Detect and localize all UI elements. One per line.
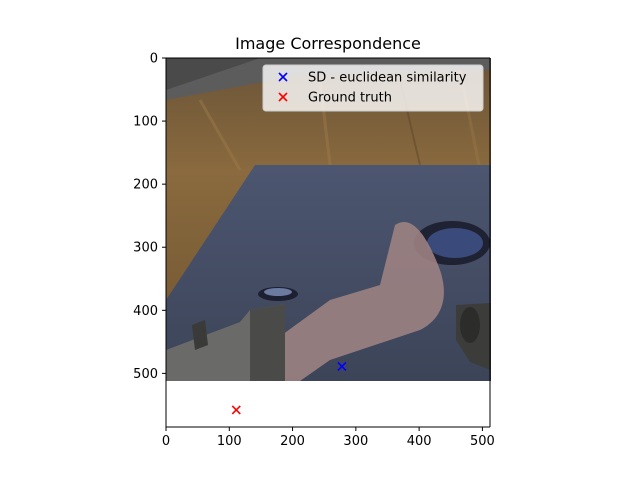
y-tick-label: 0 [150, 52, 158, 67]
background-image [166, 58, 491, 381]
axes-spines [165, 57, 491, 428]
point-series-1 [231, 405, 241, 415]
x-tick-label: 100 [217, 434, 242, 449]
y-tick-label: 100 [133, 115, 158, 130]
x-tick-label: 500 [470, 434, 495, 449]
legend-marker-0 [278, 72, 288, 82]
legend-label-0: SD - euclidean similarity [308, 71, 467, 86]
y-tick-label: 500 [133, 367, 158, 382]
y-tick-label: 300 [133, 241, 158, 256]
y-tick-label: 400 [133, 304, 158, 319]
legend-label-1: Ground truth [308, 91, 392, 106]
y-axis-ticks: 0 100 200 300 400 500 [133, 52, 166, 382]
x-tick-label: 400 [407, 434, 432, 449]
y-tick-label: 200 [133, 178, 158, 193]
legend: SD - euclidean similarity Ground truth [262, 64, 484, 112]
chart-title: Image Correspondence [235, 34, 421, 53]
scatter-points [231, 361, 347, 415]
x-tick-label: 200 [280, 434, 305, 449]
point-series-0 [337, 361, 347, 372]
x-tick-label: 300 [343, 434, 368, 449]
legend-marker-1 [278, 92, 288, 102]
legend-box [262, 64, 484, 112]
x-tick-label: 0 [162, 434, 170, 449]
x-axis-ticks: 0 100 200 300 400 500 [162, 427, 495, 449]
